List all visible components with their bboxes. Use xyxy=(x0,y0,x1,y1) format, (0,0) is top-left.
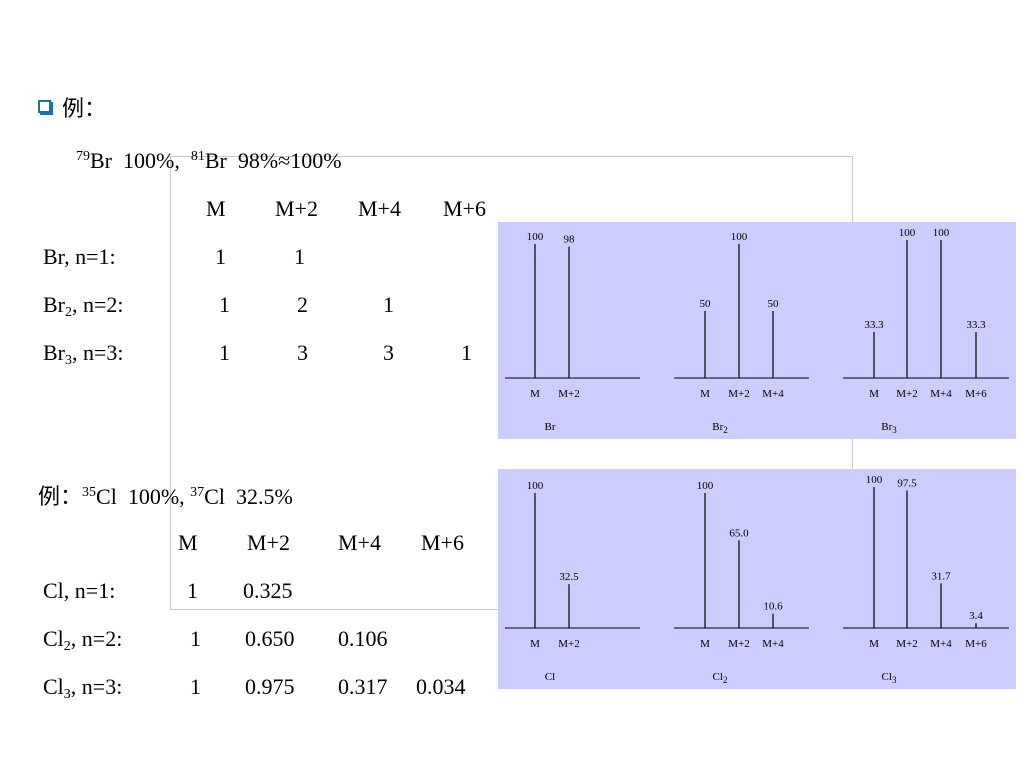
br-row-1-v0: 1 xyxy=(215,244,226,269)
peak-value-label: 3.4 xyxy=(969,610,983,622)
spectrum-3: 33.3 M 100 M+2 100 M+4 33.3 M+6 Br3 xyxy=(843,227,1009,435)
peak-value-label: 65.0 xyxy=(729,527,749,539)
peak-value-label: 31.7 xyxy=(931,570,951,582)
cl-col-m4: M+4 xyxy=(338,530,381,555)
cl-row-3-v2: 0.317 xyxy=(338,674,388,699)
br-col-m: M xyxy=(206,196,226,221)
peak-category-label: M+2 xyxy=(728,388,749,400)
cl-isotope-line: 例：35Cl 100%, 37Cl 32.5% xyxy=(38,484,293,509)
br-spectra-panel: 100 M 98 M+2 Br 50 M 100 M+2 50 M+4 Br2 33.3 M 100 M+2 1… xyxy=(498,222,1016,439)
peak-category-label: M+4 xyxy=(762,638,784,650)
cl-row-2-label: Cl2, n=2: xyxy=(43,626,123,654)
cl-row-3-v1: 0.975 xyxy=(245,674,295,699)
br-spectra-chart: 100M98M+2Br50M100M+250M+4Br233.3M100M+21… xyxy=(505,227,1009,435)
br-row-3-label: Br3, n=3: xyxy=(43,340,124,368)
br-row-3-v2: 3 xyxy=(383,340,394,365)
cl-col-m6: M+6 xyxy=(421,530,464,555)
peak-category-label: M+2 xyxy=(558,638,579,650)
cl-col-m: M xyxy=(178,530,198,555)
br-row-1-v1: 1 xyxy=(294,244,305,269)
peak-value-label: 100 xyxy=(933,227,950,239)
peak-category-label: M+2 xyxy=(896,388,917,400)
spectrum-4: 100 M 32.5 M+2 Cl xyxy=(505,480,640,683)
br-row-1-label: Br, n=1: xyxy=(43,244,116,269)
peak-value-label: 97.5 xyxy=(897,478,917,490)
peak-category-label: M+2 xyxy=(558,388,579,400)
peak-value-label: 98 xyxy=(564,234,576,246)
cl-row-1-v0: 1 xyxy=(187,578,198,603)
peak-category-label: M xyxy=(869,388,879,400)
br-col-m4: M+4 xyxy=(358,196,401,221)
peak-category-label: M xyxy=(700,388,710,400)
peak-value-label: 100 xyxy=(697,480,714,492)
cl-row-2-v2: 0.106 xyxy=(338,626,388,651)
cl-row-3-v3: 0.034 xyxy=(416,674,466,699)
br-row-2-v0: 1 xyxy=(219,292,230,317)
peak-category-label: M xyxy=(700,638,710,650)
br-isotope-line: 79Br 100%, 81Br 98%≈100% xyxy=(76,148,342,173)
spectrum-1: 100 M 98 M+2 Br xyxy=(505,231,640,433)
br-row-2-v2: 1 xyxy=(383,292,394,317)
br-row-3-v0: 1 xyxy=(219,340,230,365)
br-row-3-v3: 1 xyxy=(461,340,472,365)
spectrum-title: Cl xyxy=(545,671,555,683)
peak-value-label: 100 xyxy=(866,474,883,486)
cl-spectra-chart: 100 M 32.5 M+2 Cl 100 M 65.0 M+2 10.6 M+4 Cl2 100 M 97… xyxy=(505,474,1009,685)
spectrum-title: Br xyxy=(545,421,556,433)
peak-value-label: 50 xyxy=(768,298,780,310)
br-row-3-v1: 3 xyxy=(297,340,308,365)
spectrum-6: 100 M 97.5 M+2 31.7 M+4 3.4 M+6 Cl3 xyxy=(843,474,1009,685)
peak-value-label: 100 xyxy=(527,231,544,243)
spectrum-title: Cl2 xyxy=(713,671,728,685)
spectrum-2: 50 M 100 M+2 50 M+4 Br2 xyxy=(674,231,809,435)
cl-row-1-v1: 0.325 xyxy=(243,578,293,603)
peak-category-label: M+4 xyxy=(930,388,952,400)
peak-category-label: M+4 xyxy=(930,638,952,650)
peak-category-label: M+2 xyxy=(728,638,749,650)
peak-value-label: 100 xyxy=(527,480,544,492)
spectrum-5: 100 M 65.0 M+2 10.6 M+4 Cl2 xyxy=(674,480,809,685)
cl-row-1-label: Cl, n=1: xyxy=(43,578,116,603)
peak-value-label: 100 xyxy=(899,227,916,239)
peak-value-label: 10.6 xyxy=(763,601,783,613)
cl-row-2-v0: 1 xyxy=(190,626,201,651)
br-col-m6: M+6 xyxy=(443,196,486,221)
peak-value-label: 33.3 xyxy=(966,319,986,331)
peak-value-label: 33.3 xyxy=(864,319,884,331)
peak-category-label: M+6 xyxy=(965,388,987,400)
spectrum-title: Cl3 xyxy=(882,671,897,685)
cl-row-3-v0: 1 xyxy=(190,674,201,699)
example-label: 例： xyxy=(62,96,107,121)
peak-category-label: M+6 xyxy=(965,638,987,650)
peak-category-label: M+2 xyxy=(896,638,917,650)
cl-row-3-label: Cl3, n=3: xyxy=(43,674,123,702)
peak-category-label: M+4 xyxy=(762,388,784,400)
br-row-2-v1: 2 xyxy=(297,292,308,317)
checkbox-bullet-icon xyxy=(38,100,51,113)
cl-col-m2: M+2 xyxy=(247,530,290,555)
peak-value-label: 32.5 xyxy=(559,571,579,583)
cl-row-2-v1: 0.650 xyxy=(245,626,295,651)
peak-category-label: M xyxy=(530,388,540,400)
peak-value-label: 50 xyxy=(700,298,712,310)
peak-category-label: M xyxy=(869,638,879,650)
br-col-m2: M+2 xyxy=(275,196,318,221)
spectrum-title: Br3 xyxy=(881,421,897,435)
br-row-2-label: Br2, n=2: xyxy=(43,292,124,320)
peak-value-label: 100 xyxy=(731,231,748,243)
peak-category-label: M xyxy=(530,638,540,650)
cl-spectra-panel: 100 M 32.5 M+2 Cl 100 M 65.0 M+2 10.6 M+4 Cl2 100 M 97… xyxy=(498,469,1016,689)
spectrum-title: Br2 xyxy=(712,421,728,435)
